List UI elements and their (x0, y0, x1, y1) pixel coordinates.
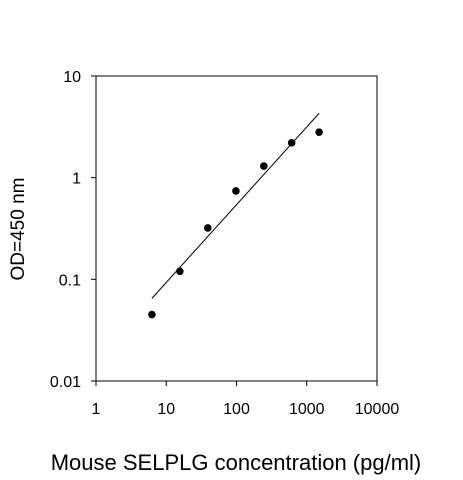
data-point (203, 224, 212, 232)
data-point (260, 162, 268, 170)
x-tick-label: 10 (157, 401, 175, 418)
data-points-layer (148, 128, 323, 319)
y-tick-label: 10 (63, 69, 81, 86)
x-tick-label: 1000 (289, 401, 325, 418)
y-tick-label: 1 (72, 171, 81, 188)
x-tick-label: 1 (92, 401, 101, 418)
x-tick-label: 100 (223, 401, 250, 418)
plot-area-frame (95, 75, 378, 382)
data-point (287, 139, 296, 147)
y-axis-ticks: 0.01 0.1 1 10 (50, 69, 96, 391)
y-axis-title: OD=450 nm (8, 178, 29, 281)
data-point (176, 267, 184, 276)
y-tick-label: 0.01 (50, 374, 81, 391)
x-axis-ticks: 1 10 100 1000 10000 (92, 381, 400, 418)
x-tick-label: 10000 (355, 401, 400, 418)
y-tick-label: 0.1 (59, 272, 81, 289)
data-point (148, 310, 156, 319)
data-point (232, 187, 240, 195)
data-point (315, 128, 323, 137)
x-axis-title: Mouse SELPLG concentration (pg/ml) (51, 450, 422, 475)
